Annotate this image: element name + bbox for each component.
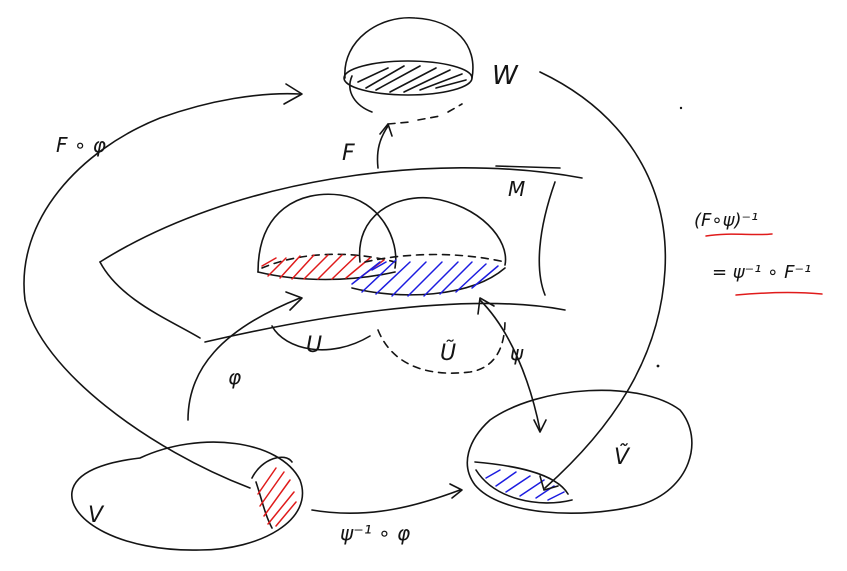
red-hatching-v [257, 467, 297, 527]
label-f-circ-phi: F ∘ φ [56, 133, 106, 157]
label-f: F [342, 141, 355, 166]
label-phi: φ [228, 365, 241, 389]
label-psi: ψ [510, 341, 524, 365]
arrow-f-circ-phi [23, 92, 301, 489]
blue-hatching-v-tilde [485, 469, 565, 501]
lower-loops [271, 319, 506, 374]
arrow-phi [187, 297, 301, 421]
underline-2 [735, 291, 823, 296]
half-ball-hatching [357, 65, 467, 93]
red-hatching-dome [261, 254, 385, 280]
arrows [23, 71, 667, 515]
label-inverse-line1: (F∘ψ)⁻¹ [694, 210, 758, 231]
ellipse-v-tilde [466, 389, 693, 514]
label-w: W [492, 61, 519, 91]
ellipse-v [71, 441, 304, 551]
label-v: V [88, 503, 105, 528]
arrow-psi [479, 299, 541, 431]
label-inverse-line2: = ψ⁻¹ ∘ F⁻¹ [712, 262, 811, 283]
label-v-tilde: Ṽ [614, 443, 631, 470]
dome-u-tilde [351, 196, 507, 297]
manifold-m [99, 165, 583, 343]
label-u: U [306, 333, 322, 358]
arrow-psi-inv-phi [311, 489, 461, 515]
label-psi-inv-phi: ψ⁻¹ ∘ φ [340, 521, 410, 545]
arrow-f [376, 125, 389, 169]
half-ball-w [343, 17, 474, 125]
label-m: M [508, 177, 525, 201]
underline-1 [705, 233, 773, 237]
arrow-w-to-v-tilde [539, 71, 667, 489]
dome-u [257, 193, 397, 281]
blue-hatching-dome [351, 259, 499, 297]
label-u-tilde: Ũ [440, 339, 456, 366]
